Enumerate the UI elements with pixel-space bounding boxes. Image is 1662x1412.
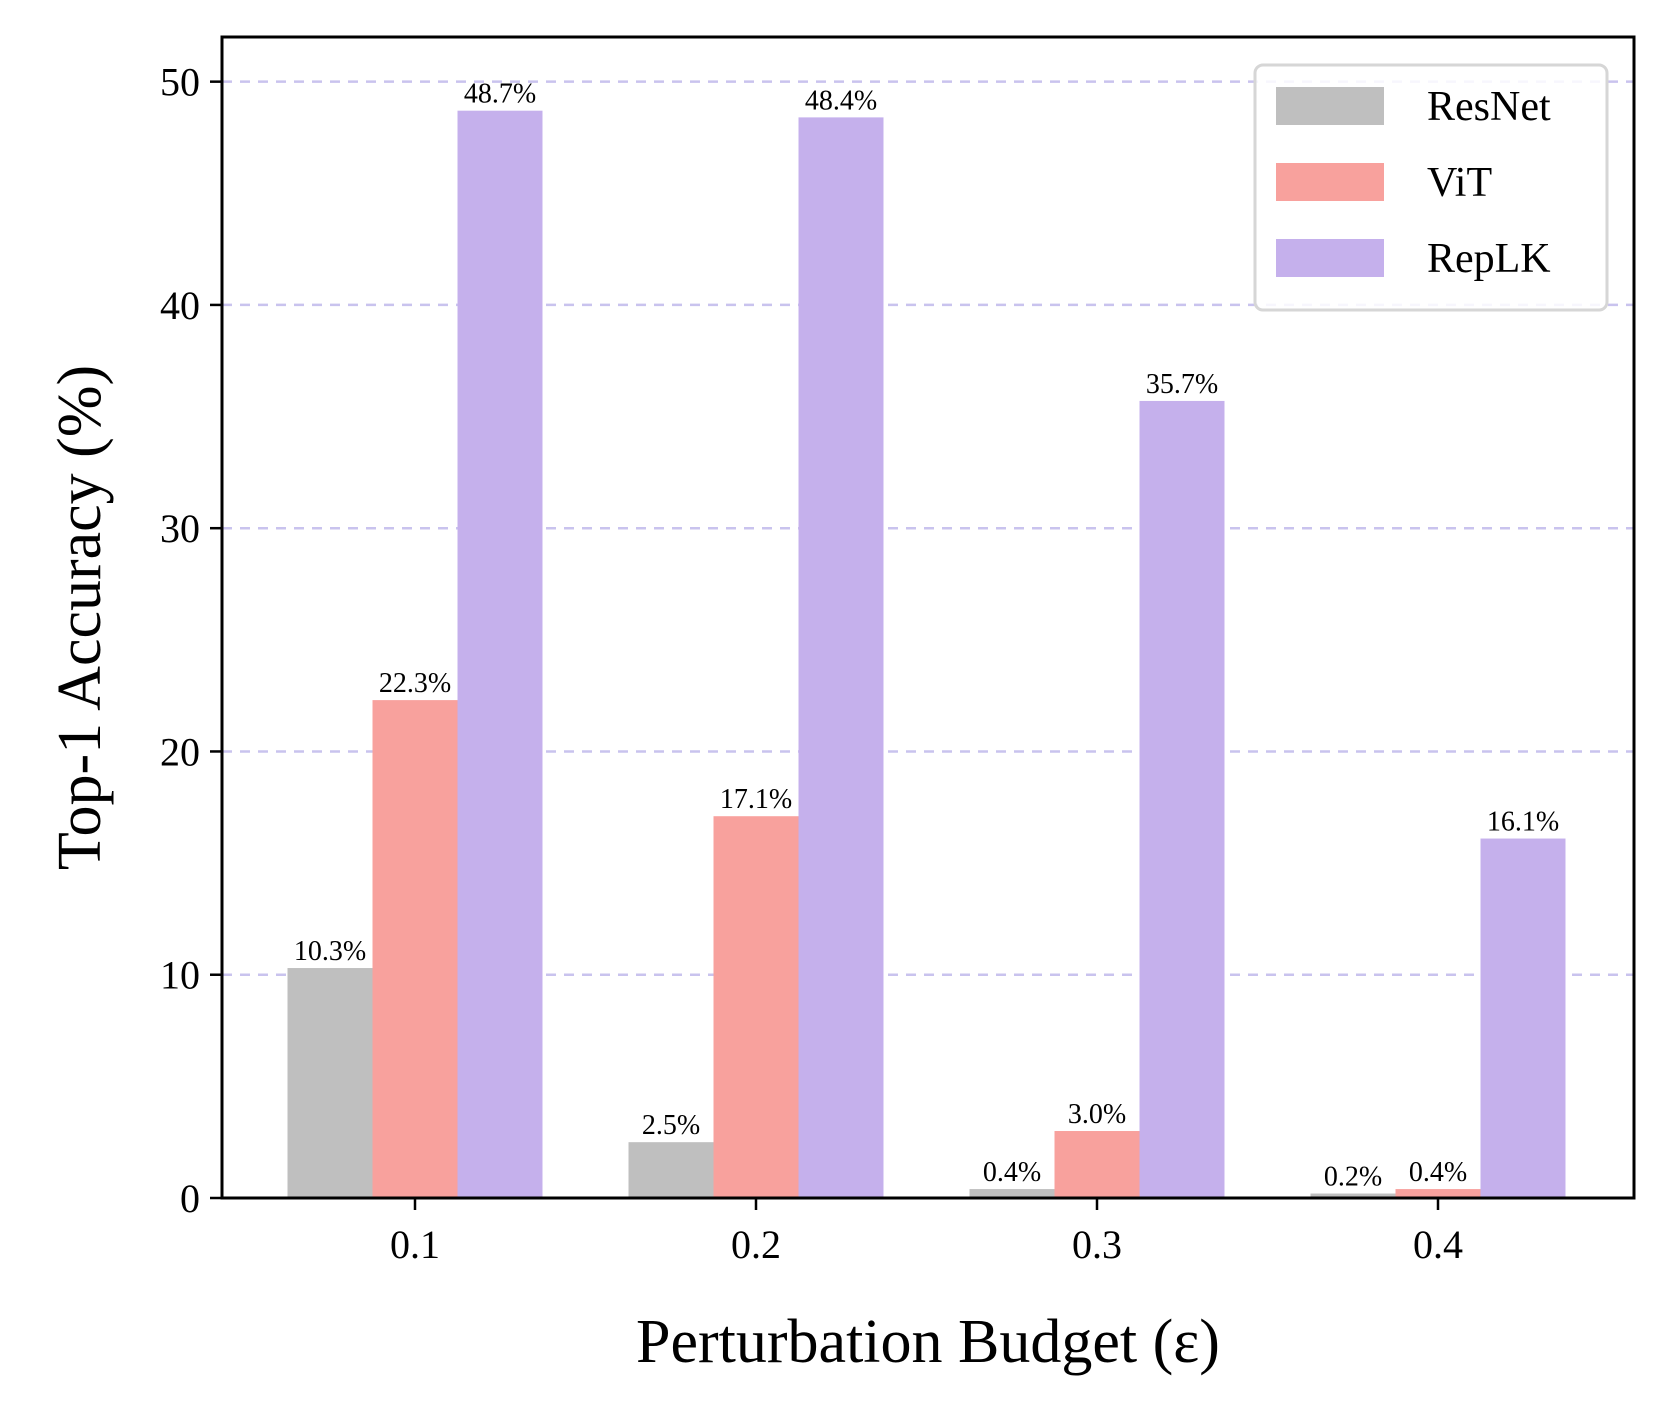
legend-label-vit: ViT [1427, 160, 1492, 206]
bar-value-label: 10.3% [294, 936, 366, 967]
x-tick-label: 0.4 [1413, 1222, 1463, 1267]
bar-replk-0.2 [798, 117, 884, 1198]
bar-resnet-0.3 [969, 1189, 1055, 1198]
bar-vit-0.3 [1054, 1131, 1140, 1198]
x-axis-title: Perturbation Budget (ε) [636, 1308, 1220, 1376]
bar-value-label: 17.1% [720, 784, 792, 815]
y-tick-label: 0 [180, 1176, 200, 1221]
bar-value-label: 22.3% [379, 668, 451, 699]
y-axis-title: Top-1 Accuracy (%) [46, 365, 114, 870]
bar-value-label: 0.4% [1409, 1157, 1467, 1188]
bar-vit-0.1 [372, 700, 458, 1198]
x-tick-label: 0.1 [390, 1222, 440, 1267]
y-axis-ticks: 0 10 20 30 40 50 [160, 60, 222, 1221]
y-tick-label: 50 [160, 60, 200, 105]
legend-label-resnet: ResNet [1427, 84, 1551, 130]
bar-resnet-0.1 [287, 968, 373, 1198]
bar-value-label: 0.2% [1324, 1162, 1382, 1193]
bar-value-label: 35.7% [1146, 369, 1218, 400]
legend-swatch-resnet [1276, 87, 1384, 125]
bar-value-label: 48.4% [805, 85, 877, 116]
y-tick-label: 30 [160, 506, 200, 551]
bar-value-label: 16.1% [1487, 807, 1559, 838]
bar-value-label: 0.4% [983, 1157, 1041, 1188]
bar-labels: 10.3% 22.3% 48.7% 2.5% 17.1% 48.4% 0.4% 3.0% 35.… [294, 79, 1559, 1193]
bar-value-label: 2.5% [642, 1110, 700, 1141]
bar-vit-0.2 [713, 816, 799, 1198]
y-tick-label: 10 [160, 953, 200, 998]
x-tick-label: 0.2 [731, 1222, 781, 1267]
legend: ResNet ViT RepLK [1253, 63, 1609, 312]
plot-frame [220, 35, 1636, 1200]
legend-label-replk: RepLK [1427, 236, 1551, 282]
bar-value-label: 3.0% [1068, 1099, 1126, 1130]
legend-swatch-replk [1276, 239, 1384, 277]
y-tick-label: 20 [160, 729, 200, 774]
bar-vit-0.4 [1395, 1189, 1481, 1198]
legend-swatch-vit [1276, 163, 1384, 201]
bar-replk-0.4 [1480, 838, 1566, 1198]
bars [287, 110, 1566, 1199]
y-tick-label: 40 [160, 283, 200, 328]
bar-replk-0.3 [1139, 400, 1225, 1198]
bar-resnet-0.4 [1310, 1193, 1396, 1198]
x-axis-ticks: 0.1 0.2 0.3 0.4 [390, 1198, 1463, 1267]
bar-replk-0.1 [457, 110, 543, 1199]
bar-resnet-0.2 [628, 1142, 714, 1198]
bar-value-label: 48.7% [464, 79, 536, 110]
x-tick-label: 0.3 [1072, 1222, 1122, 1267]
